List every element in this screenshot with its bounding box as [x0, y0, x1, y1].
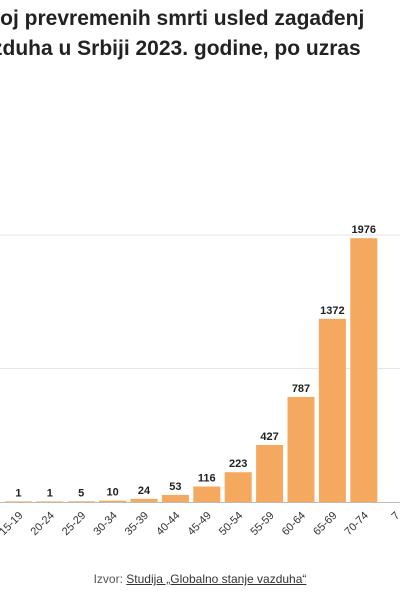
value-label-15-19: 1 — [15, 487, 21, 499]
x-tick-label-30-34: 30-34 — [91, 510, 119, 538]
value-label-55-59: 427 — [260, 431, 278, 443]
bar-25-29 — [67, 501, 95, 502]
bars — [4, 238, 378, 503]
bar-70-74 — [350, 238, 378, 503]
x-tick-label-70-74: 70-74 — [343, 510, 371, 538]
value-label-65-69: 1372 — [320, 305, 344, 317]
value-label-30-34: 10 — [106, 487, 118, 499]
x-tick-label-25-29: 25-29 — [60, 510, 88, 538]
x-tick-label-35-39: 35-39 — [123, 510, 151, 538]
value-label-50-54: 223 — [229, 458, 247, 470]
bar-55-59 — [256, 444, 284, 502]
value-label-70-74: 1976 — [352, 224, 376, 236]
bar-50-54 — [224, 472, 252, 502]
x-tick-label-40-44: 40-44 — [154, 510, 182, 538]
bar-30-34 — [99, 500, 127, 502]
x-tick-label-45-49: 45-49 — [186, 510, 214, 538]
value-label-25-29: 5 — [78, 487, 84, 499]
bar-chart: 011510245311622342778713721976 1415-1920… — [0, 224, 400, 538]
bar-45-49 — [193, 486, 221, 502]
chart-title-line-2: zduha u Srbiji 2023. godine, po uzras — [0, 37, 361, 60]
chart-title-line-1: roj prevremenih smrti usled zagađenj — [0, 7, 365, 30]
value-labels: 011510245311622342778713721976 — [15, 224, 376, 499]
x-tick-label-15-19: 15-19 — [0, 510, 26, 538]
value-label-20-24: 1 — [47, 487, 53, 499]
bar-20-24 — [36, 501, 64, 502]
x-tick-label-65-69: 65-69 — [311, 510, 339, 538]
bar-60-64 — [287, 396, 315, 502]
chart-title: roj prevremenih smrti usled zagađenj zdu… — [0, 4, 400, 64]
bar-40-44 — [161, 494, 189, 502]
x-tick-label-50-54: 50-54 — [217, 510, 245, 538]
x-tick-label-60-64: 60-64 — [280, 510, 308, 538]
source-note: Izvor: Studija „Globalno stanje vazduha“ — [0, 572, 400, 586]
bar-15-19 — [4, 501, 32, 502]
x-tick-label-75+: 7 — [390, 510, 400, 523]
bar-35-39 — [130, 498, 158, 502]
x-tick-label-20-24: 20-24 — [29, 510, 57, 538]
source-prefix: Izvor: — [93, 572, 123, 586]
x-tick-labels: 1415-1920-2425-2930-3435-3940-4445-4950-… — [0, 510, 400, 538]
bar-65-69 — [318, 318, 346, 502]
value-label-35-39: 24 — [138, 485, 151, 497]
x-tick-label-55-59: 55-59 — [248, 510, 276, 538]
value-label-45-49: 116 — [198, 473, 216, 485]
value-label-60-64: 787 — [292, 383, 310, 395]
source-link[interactable]: Studija „Globalno stanje vazduha“ — [126, 572, 307, 586]
value-label-40-44: 53 — [169, 481, 181, 493]
